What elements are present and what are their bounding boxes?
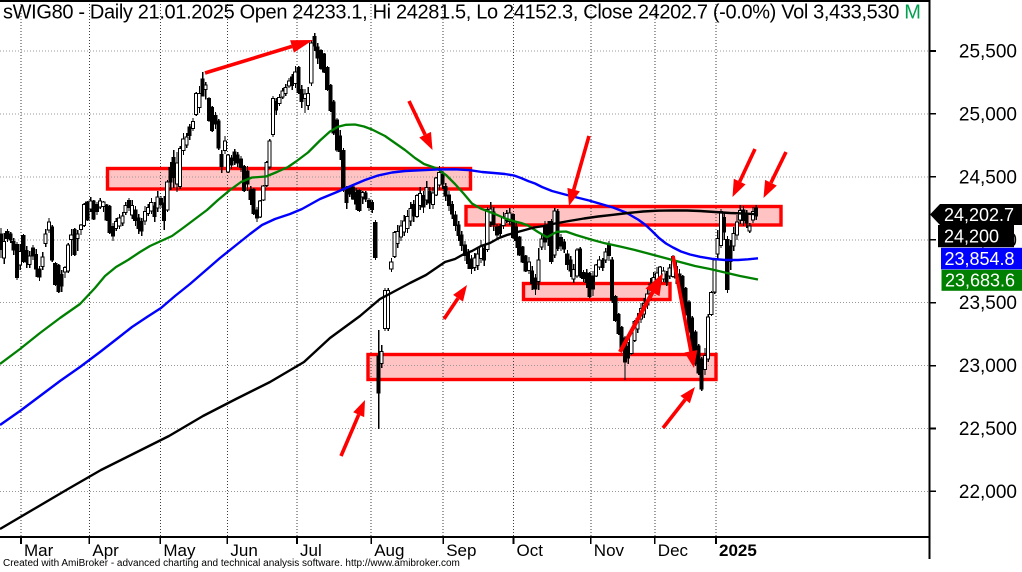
svg-text:22,000: 22,000 xyxy=(959,482,1017,503)
svg-text:Nov: Nov xyxy=(594,541,625,560)
svg-text:Dec: Dec xyxy=(658,541,689,560)
svg-text:Apr: Apr xyxy=(92,541,119,560)
svg-text:Sep: Sep xyxy=(446,541,476,560)
svg-text:23,854.8: 23,854.8 xyxy=(945,249,1015,269)
svg-text:22,500: 22,500 xyxy=(959,419,1017,440)
svg-text:Jun: Jun xyxy=(230,541,257,560)
svg-text:Jul: Jul xyxy=(300,541,322,560)
svg-text:Aug: Aug xyxy=(374,541,404,560)
svg-text:sWIG80 - Daily 21.01.2025 Open: sWIG80 - Daily 21.01.2025 Open 24233.1, … xyxy=(3,2,921,24)
svg-text:Mar: Mar xyxy=(24,541,54,560)
svg-text:23,000: 23,000 xyxy=(959,356,1017,377)
svg-text:23,500: 23,500 xyxy=(959,293,1017,314)
svg-text:24,500: 24,500 xyxy=(959,167,1017,188)
svg-text:Oct: Oct xyxy=(517,541,544,560)
svg-text:25,500: 25,500 xyxy=(959,42,1017,63)
svg-text:24,200: 24,200 xyxy=(944,227,999,247)
svg-text:2025: 2025 xyxy=(719,541,757,560)
svg-text:Created with AmiBroker - advan: Created with AmiBroker - advanced charti… xyxy=(3,558,460,569)
svg-text:May: May xyxy=(163,541,196,560)
svg-text:24,202.7: 24,202.7 xyxy=(944,205,1014,225)
svg-text:25,000: 25,000 xyxy=(959,104,1017,125)
svg-text:23,683.6: 23,683.6 xyxy=(945,271,1015,291)
